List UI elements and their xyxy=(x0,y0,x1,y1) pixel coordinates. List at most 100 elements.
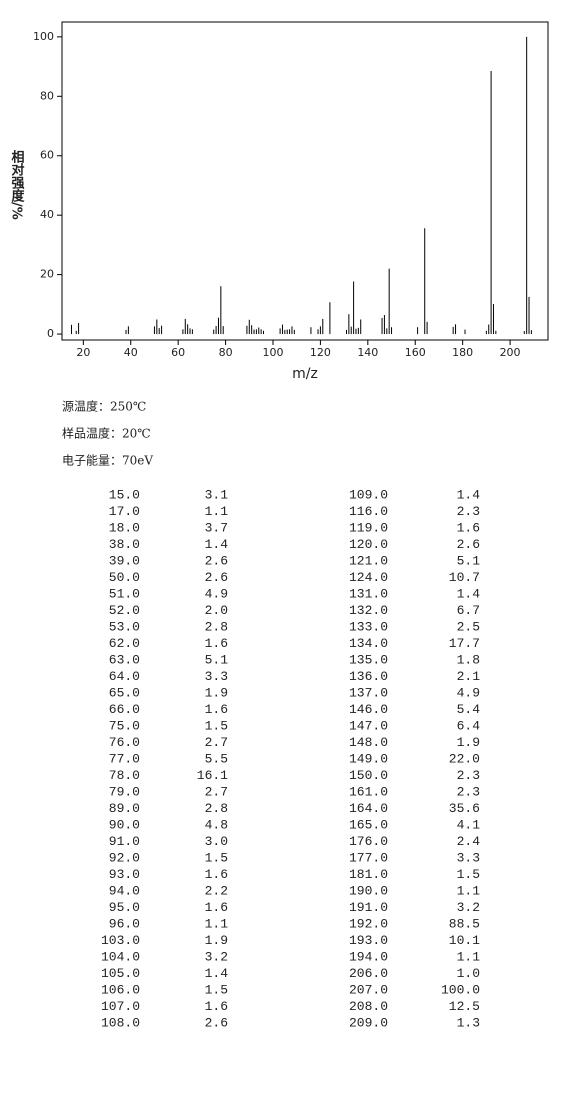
table-intensity: 1.1 xyxy=(205,916,229,931)
x-tick-label: 40 xyxy=(124,346,138,359)
condition: 电子能量：70eV xyxy=(62,454,153,468)
table-intensity: 2.6 xyxy=(457,537,480,552)
table-mz: 193.0 xyxy=(349,933,388,948)
table-intensity: 35.6 xyxy=(449,801,480,816)
table-mz: 194.0 xyxy=(349,949,388,964)
table-intensity: 3.0 xyxy=(205,834,228,849)
table-intensity: 2.3 xyxy=(457,784,480,799)
table-mz: 77.0 xyxy=(109,751,140,766)
table-intensity: 3.7 xyxy=(205,520,228,535)
table-intensity: 17.7 xyxy=(449,636,480,651)
table-intensity: 1.9 xyxy=(457,735,480,750)
table-mz: 75.0 xyxy=(109,718,140,733)
table-intensity: 16.1 xyxy=(197,768,228,783)
table-mz: 133.0 xyxy=(349,619,388,634)
table-mz: 131.0 xyxy=(349,586,388,601)
table-intensity: 1.1 xyxy=(205,504,229,519)
table-mz: 119.0 xyxy=(349,520,388,535)
table-mz: 39.0 xyxy=(109,553,140,568)
table-intensity: 2.4 xyxy=(457,834,481,849)
table-mz: 92.0 xyxy=(109,850,140,865)
table-intensity: 1.5 xyxy=(205,718,228,733)
table-mz: 52.0 xyxy=(109,603,140,618)
table-intensity: 3.1 xyxy=(205,487,229,502)
table-mz: 165.0 xyxy=(349,817,388,832)
y-tick-label: 40 xyxy=(40,208,54,221)
x-tick-label: 80 xyxy=(219,346,233,359)
y-tick-label: 0 xyxy=(47,327,54,340)
table-mz: 116.0 xyxy=(349,504,388,519)
plot-frame xyxy=(61,21,549,341)
table-mz: 51.0 xyxy=(109,586,140,601)
x-tick-label: 200 xyxy=(500,346,521,359)
table-intensity: 1.6 xyxy=(205,702,228,717)
table-mz: 149.0 xyxy=(349,751,388,766)
table-intensity: 1.6 xyxy=(205,867,228,882)
x-tick-label: 180 xyxy=(452,346,473,359)
table-mz: 136.0 xyxy=(349,669,388,684)
table-intensity: 1.6 xyxy=(457,520,480,535)
table-intensity: 2.0 xyxy=(205,603,228,618)
table-mz: 76.0 xyxy=(109,735,140,750)
table-mz: 124.0 xyxy=(349,570,388,585)
table-mz: 66.0 xyxy=(109,702,140,717)
table-intensity: 1.6 xyxy=(205,636,228,651)
table-intensity: 1.5 xyxy=(457,867,480,882)
table-mz: 89.0 xyxy=(109,801,140,816)
table-mz: 15.0 xyxy=(109,487,140,502)
table-mz: 132.0 xyxy=(349,603,388,618)
table-mz: 107.0 xyxy=(101,999,140,1014)
table-intensity: 88.5 xyxy=(449,916,480,931)
table-mz: 150.0 xyxy=(349,768,388,783)
table-mz: 90.0 xyxy=(109,817,140,832)
table-mz: 191.0 xyxy=(349,900,388,915)
table-mz: 17.0 xyxy=(109,504,140,519)
table-intensity: 1.9 xyxy=(205,685,228,700)
y-tick-label: 80 xyxy=(40,89,54,102)
table-intensity: 1.1 xyxy=(457,949,481,964)
table-mz: 38.0 xyxy=(109,537,140,552)
table-intensity: 1.6 xyxy=(205,900,228,915)
table-mz: 106.0 xyxy=(101,982,140,997)
table-mz: 209.0 xyxy=(349,1015,388,1030)
table-intensity: 2.3 xyxy=(457,504,480,519)
table-mz: 146.0 xyxy=(349,702,388,717)
table-mz: 192.0 xyxy=(349,916,388,931)
x-axis-label: m/z xyxy=(292,366,318,382)
table-mz: 62.0 xyxy=(109,636,140,651)
table-intensity: 2.2 xyxy=(205,883,228,898)
table-mz: 181.0 xyxy=(349,867,388,882)
condition: 样品温度：20℃ xyxy=(62,426,151,441)
table-mz: 91.0 xyxy=(109,834,140,849)
table-mz: 164.0 xyxy=(349,801,388,816)
table-intensity: 1.3 xyxy=(457,1015,480,1030)
table-intensity: 2.6 xyxy=(205,1015,228,1030)
table-mz: 135.0 xyxy=(349,652,388,667)
table-mz: 93.0 xyxy=(109,867,140,882)
x-tick-label: 120 xyxy=(310,346,331,359)
x-tick-label: 20 xyxy=(76,346,90,359)
table-intensity: 5.5 xyxy=(205,751,228,766)
table-intensity: 3.2 xyxy=(205,949,228,964)
table-mz: 109.0 xyxy=(349,487,388,502)
table-intensity: 5.4 xyxy=(457,702,481,717)
table-mz: 121.0 xyxy=(349,553,388,568)
table-mz: 63.0 xyxy=(109,652,140,667)
table-mz: 206.0 xyxy=(349,966,388,981)
table-intensity: 2.5 xyxy=(457,619,480,634)
table-mz: 103.0 xyxy=(101,933,140,948)
table-intensity: 2.8 xyxy=(205,619,228,634)
table-intensity: 2.6 xyxy=(205,553,228,568)
table-intensity: 2.6 xyxy=(205,570,228,585)
table-mz: 177.0 xyxy=(349,850,388,865)
table-mz: 104.0 xyxy=(101,949,140,964)
table-mz: 137.0 xyxy=(349,685,388,700)
table-mz: 148.0 xyxy=(349,735,388,750)
table-intensity: 1.4 xyxy=(205,537,229,552)
table-intensity: 4.1 xyxy=(457,817,481,832)
table-mz: 53.0 xyxy=(109,619,140,634)
table-intensity: 2.8 xyxy=(205,801,228,816)
table-intensity: 12.5 xyxy=(449,999,480,1014)
table-mz: 190.0 xyxy=(349,883,388,898)
